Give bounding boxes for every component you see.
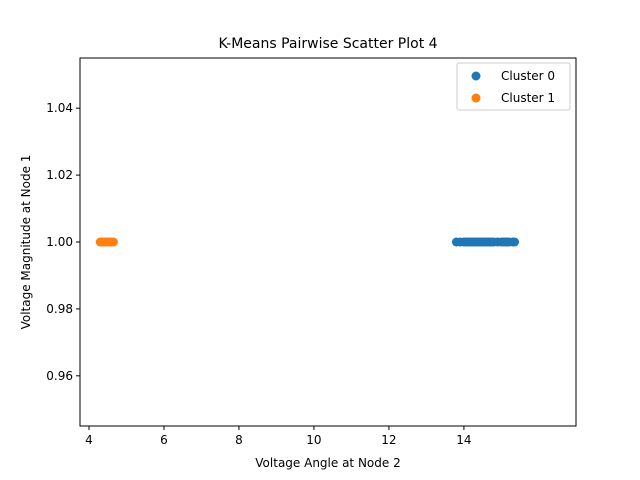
chart-title: K-Means Pairwise Scatter Plot 4 <box>218 36 437 52</box>
y-tick-label: 0.96 <box>46 369 73 383</box>
legend-marker-cluster-0 <box>471 71 481 81</box>
legend-label-cluster-0: Cluster 0 <box>501 69 555 83</box>
y-tick-label: 1.04 <box>46 101 73 115</box>
legend-marker-cluster-1 <box>471 93 481 103</box>
legend-label-cluster-1: Cluster 1 <box>501 91 555 105</box>
y-axis-label: Voltage Magnitude at Node 1 <box>19 155 33 330</box>
x-tick-label: 14 <box>456 433 471 447</box>
y-tick-label: 1.00 <box>46 235 73 249</box>
x-tick-label: 4 <box>85 433 93 447</box>
points-layer <box>95 237 520 247</box>
legend: Cluster 0 Cluster 1 <box>456 62 571 111</box>
data-point-cluster-0 <box>510 237 520 247</box>
x-axis-label: Voltage Angle at Node 2 <box>255 456 400 470</box>
x-axis-ticks: 4 6 8 10 12 14 <box>85 426 472 447</box>
x-tick-label: 6 <box>160 433 168 447</box>
data-point-cluster-1 <box>108 237 118 247</box>
y-tick-label: 1.02 <box>46 168 73 182</box>
y-tick-label: 0.98 <box>46 302 73 316</box>
x-tick-label: 10 <box>306 433 321 447</box>
x-tick-label: 12 <box>381 433 396 447</box>
x-tick-label: 8 <box>235 433 243 447</box>
y-axis-ticks: 0.96 0.98 1.00 1.02 1.04 <box>46 101 80 383</box>
legend-box <box>456 62 571 111</box>
